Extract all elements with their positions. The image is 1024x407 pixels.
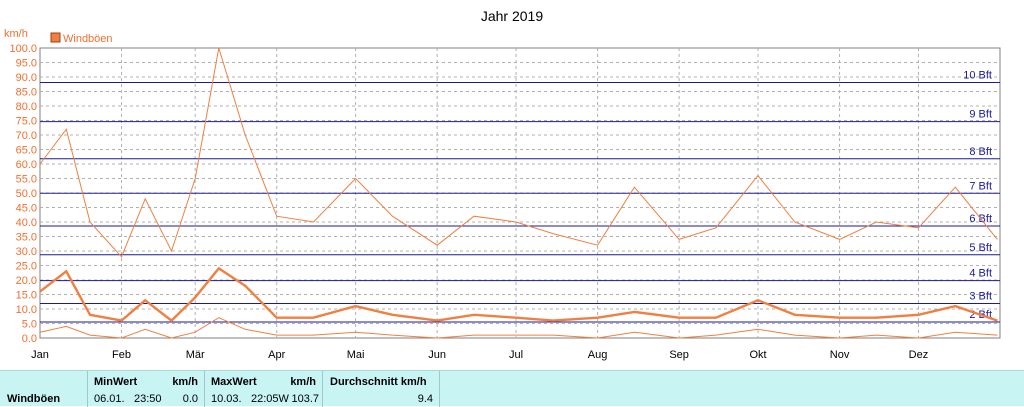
max-value: 103.7 [291, 393, 319, 405]
beaufort-label: 4 Bft [969, 268, 992, 280]
series-line-max [39, 47, 998, 258]
y-tick-label: 15.0 [16, 290, 37, 302]
y-tick-label: 95.0 [16, 58, 37, 70]
average-cell: Durchschnitt km/h 9.4 [323, 371, 440, 407]
y-tick-label: 80.0 [16, 101, 37, 113]
x-tick-label: Dez [909, 349, 929, 361]
y-tick-label: 20.0 [16, 275, 37, 287]
y-tick-label: 25.0 [16, 261, 37, 273]
grid [40, 48, 1000, 338]
y-tick-label: 75.0 [16, 116, 37, 128]
y-tick-label: 5.0 [22, 319, 37, 331]
y-tick-label: 50.0 [16, 188, 37, 200]
y-tick-label: 100.0 [9, 43, 37, 55]
x-tick-label: Jul [509, 349, 523, 361]
legend-label: Windböen [63, 33, 113, 45]
series-line-min [39, 317, 998, 339]
max-time: 22:05W [251, 393, 289, 405]
x-tick-label: Okt [749, 349, 766, 361]
beaufort-label: 5 Bft [969, 242, 992, 254]
x-tick-label: Sep [669, 349, 689, 361]
y-axis-ticks: 0.0 5.0 10.0 15.0 20.0 25.0 30.0 35.0 40.0 45.0 50… [9, 43, 37, 345]
y-tick-label: 85.0 [16, 87, 37, 99]
chart-title: Jahr 2019 [481, 8, 543, 24]
beaufort-label: 8 Bft [969, 146, 992, 158]
max-unit: km/h [290, 376, 316, 388]
x-tick-label: Mär [186, 349, 205, 361]
min-value-cell: MinWert km/h 06.01. 23:50 0.0 [88, 371, 205, 407]
y-tick-label: 40.0 [16, 217, 37, 229]
stats-table: Windböen MinWert km/h 06.01. 23:50 0.0 M… [0, 370, 1024, 407]
average-header: Durchschnitt km/h [330, 376, 427, 388]
beaufort-label: 10 Bft [963, 70, 992, 82]
x-tick-label: Mai [347, 349, 365, 361]
y-tick-label: 70.0 [16, 130, 37, 142]
max-value-cell: MaxWert km/h 10.03. 22:05W 103.7 [205, 371, 323, 407]
max-header: MaxWert [211, 376, 257, 388]
min-date: 06.01. [94, 393, 125, 405]
stats-row-label: Windböen [7, 393, 61, 405]
y-tick-label: 60.0 [16, 159, 37, 171]
x-tick-label: Nov [830, 349, 850, 361]
x-axis-ticks: Jan Feb Mär Apr Mai Jun Jul Aug Sep Okt Nov Dez [31, 349, 928, 361]
min-unit: km/h [172, 376, 198, 388]
average-value: 9.4 [417, 393, 433, 405]
y-axis-unit-label: km/h [4, 28, 28, 40]
stats-row-label-cell: Windböen [0, 371, 88, 407]
min-time: 23:50 [134, 393, 162, 405]
x-tick-label: Apr [268, 349, 285, 361]
beaufort-label: 7 Bft [969, 180, 992, 192]
y-tick-label: 90.0 [16, 72, 37, 84]
y-tick-label: 0.0 [22, 333, 37, 345]
y-tick-label: 45.0 [16, 203, 37, 215]
y-tick-label: 55.0 [16, 174, 37, 186]
x-tick-label: Jan [31, 349, 49, 361]
x-tick-label: Aug [588, 349, 608, 361]
x-tick-label: Jun [428, 349, 446, 361]
min-header: MinWert [94, 376, 138, 388]
y-tick-label: 10.0 [16, 304, 37, 316]
beaufort-label: 3 Bft [969, 290, 992, 302]
x-tick-label: Feb [112, 349, 131, 361]
max-date: 10.03. [211, 393, 242, 405]
y-tick-label: 65.0 [16, 145, 37, 157]
stats-empty-cell [440, 371, 1024, 407]
beaufort-label: 9 Bft [969, 109, 992, 121]
series-line-mean [39, 266, 998, 323]
series-lines [39, 47, 998, 339]
min-value: 0.0 [182, 393, 198, 405]
y-tick-label: 30.0 [16, 246, 37, 258]
y-tick-label: 35.0 [16, 232, 37, 244]
legend-swatch [50, 32, 61, 43]
